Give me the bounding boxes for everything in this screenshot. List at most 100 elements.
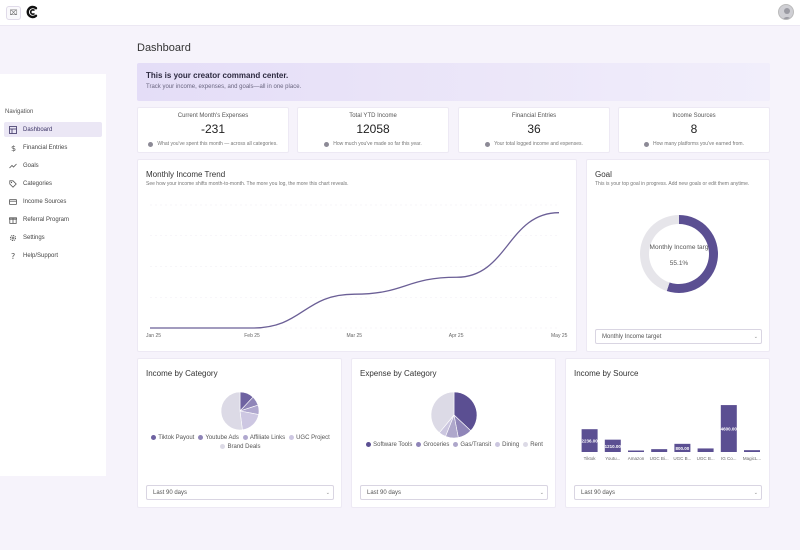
legend-item[interactable]: Tiktok Payout	[151, 434, 194, 443]
question-icon: ?	[8, 251, 17, 260]
income-category-range-select[interactable]: Last 90 days ⌄	[146, 485, 334, 500]
income-source-bar	[651, 449, 668, 452]
stat-card-ytd-income: Total YTD Income 12058 How much you've m…	[297, 107, 449, 153]
legend-label: Rent	[530, 442, 543, 448]
stat-value: 12058	[356, 122, 390, 136]
goal-slice	[639, 215, 679, 292]
bar-value-label: 280.00	[652, 444, 666, 449]
bar-category-label: UGC B...	[673, 456, 692, 461]
sidebar-item-label: Settings	[23, 234, 45, 241]
sidebar: Navigation Dashboard $ Financial Entries…	[0, 74, 106, 476]
stat-card-expenses: Current Month's Expenses -231 What you'v…	[137, 107, 289, 153]
bar-category-label: IG Co...	[721, 456, 737, 461]
legend-item[interactable]: Rent	[523, 441, 543, 450]
goal-percent: 55.1%	[669, 260, 689, 267]
legend-swatch	[242, 434, 248, 440]
card-title: Income by Category	[146, 369, 218, 378]
stat-label: Income Sources	[672, 113, 716, 119]
bar-value-label: 1210.00	[605, 444, 622, 449]
expense-category-card: Expense by Category Software Tools Grocer…	[351, 358, 556, 508]
svg-text:?: ?	[11, 252, 15, 260]
banner-title: This is your creator command center.	[146, 71, 289, 80]
income-source-bar	[628, 450, 644, 452]
sidebar-item-income-sources[interactable]: Income Sources	[4, 194, 102, 209]
income-category-pie	[220, 391, 260, 431]
sidebar-item-settings[interactable]: Settings	[4, 230, 102, 245]
menu-toggle-button[interactable]: ⌧	[6, 6, 21, 20]
goal-select-value: Monthly Income target	[602, 333, 662, 340]
sidebar-item-help-support[interactable]: ? Help/Support	[4, 248, 102, 263]
legend-swatch	[289, 434, 295, 440]
dashboard-icon	[8, 125, 17, 134]
card-subtitle: See how your income shifts month-to-mont…	[146, 181, 349, 187]
income-source-bar-chart: 2236.00 1210.00 50.00 280.00 800.00 350.00 460…	[581, 405, 760, 452]
svg-text:$: $	[11, 144, 16, 152]
income-source-bar	[697, 448, 714, 452]
card-subtitle: This is your top goal in progress. Add n…	[595, 181, 750, 187]
legend-label: Gas/Transit	[460, 442, 492, 448]
app-logo-icon[interactable]	[26, 5, 38, 19]
sidebar-item-label: Help/Support	[23, 252, 59, 259]
income-source-card: Income by Source 2236.00 1210.00 50.00 280.…	[565, 358, 770, 508]
sidebar-item-financial-entries[interactable]: $ Financial Entries	[4, 140, 102, 155]
income-source-range-select[interactable]: Last 90 days ⌄	[574, 485, 762, 500]
card-title: Expense by Category	[360, 369, 437, 378]
info-icon	[644, 141, 649, 147]
legend-item[interactable]: Groceries	[416, 441, 449, 450]
sidebar-item-dashboard[interactable]: Dashboard	[4, 122, 102, 137]
dollar-icon: $	[8, 143, 17, 152]
income-trend-card: Monthly Income Trend See how your income…	[137, 159, 577, 352]
stat-value: 8	[690, 122, 698, 136]
bar-category-label: Tiktok	[583, 456, 596, 461]
legend-label: Groceries	[423, 442, 450, 448]
stat-hint: Your total logged income and expenses.	[459, 141, 609, 147]
bar-category-label: Youtu...	[605, 456, 621, 461]
sidebar-item-referral-program[interactable]: Referral Program	[4, 212, 102, 227]
gear-icon	[8, 233, 17, 242]
sidebar-item-label: Income Sources	[23, 198, 67, 205]
stat-card-income-sources: Income Sources 8 How many platforms you'…	[618, 107, 770, 153]
info-icon	[324, 141, 330, 147]
bar-category-label: MagicL...	[742, 456, 762, 461]
x-tick-label: May 25	[551, 333, 568, 339]
nav-title: Navigation	[5, 109, 34, 115]
page-title: Dashboard	[137, 42, 191, 54]
income-source-bar	[604, 439, 621, 452]
chevron-down-icon: ⌄	[753, 490, 758, 496]
sidebar-item-goals[interactable]: Goals	[4, 158, 102, 173]
stat-value: -231	[200, 122, 226, 136]
legend-item[interactable]: Software Tools	[366, 441, 412, 450]
legend-label: Dining	[502, 442, 520, 448]
bar-value-label: 2236.00	[581, 439, 598, 444]
x-tick-label: Feb 25	[244, 333, 260, 339]
expense-category-range-select[interactable]: Last 90 days ⌄	[360, 485, 548, 500]
legend-item[interactable]: UGC Project	[289, 434, 330, 443]
legend-item[interactable]: Gas/Transit	[453, 441, 491, 450]
bar-value-label: 50.00	[630, 446, 642, 451]
chevron-down-icon: ⌄	[753, 334, 758, 340]
stat-label: Total YTD Income	[349, 113, 397, 119]
income-category-slice	[239, 410, 260, 431]
select-value: Last 90 days	[581, 489, 616, 496]
top-bar: ⌧	[0, 0, 800, 26]
legend-label: Software Tools	[373, 442, 413, 448]
user-avatar[interactable]	[778, 4, 794, 20]
sidebar-item-label: Categories	[23, 180, 53, 187]
stat-hint-text: How many platforms you've earned from.	[653, 141, 744, 147]
sidebar-item-label: Dashboard	[23, 126, 53, 133]
legend-item[interactable]: Dining	[495, 441, 519, 450]
stat-label: Current Month's Expenses	[177, 113, 249, 119]
chevron-down-icon: ⌄	[539, 490, 544, 496]
income-trend-chart	[149, 204, 560, 329]
trend-icon	[8, 161, 17, 170]
legend-item[interactable]: Brand Deals	[220, 443, 261, 452]
income-source-bar	[720, 405, 737, 452]
legend-swatch	[453, 441, 459, 447]
sidebar-item-categories[interactable]: Categories	[4, 176, 102, 191]
legend-item[interactable]: Youtube Ads	[198, 434, 239, 443]
card-title: Income by Source	[574, 369, 639, 378]
bar-category-label: Amazon	[627, 456, 645, 461]
goal-select[interactable]: Monthly Income target ⌄	[595, 329, 762, 344]
legend-item[interactable]: Affiliate Links	[242, 434, 285, 443]
stat-value: 36	[527, 122, 541, 136]
